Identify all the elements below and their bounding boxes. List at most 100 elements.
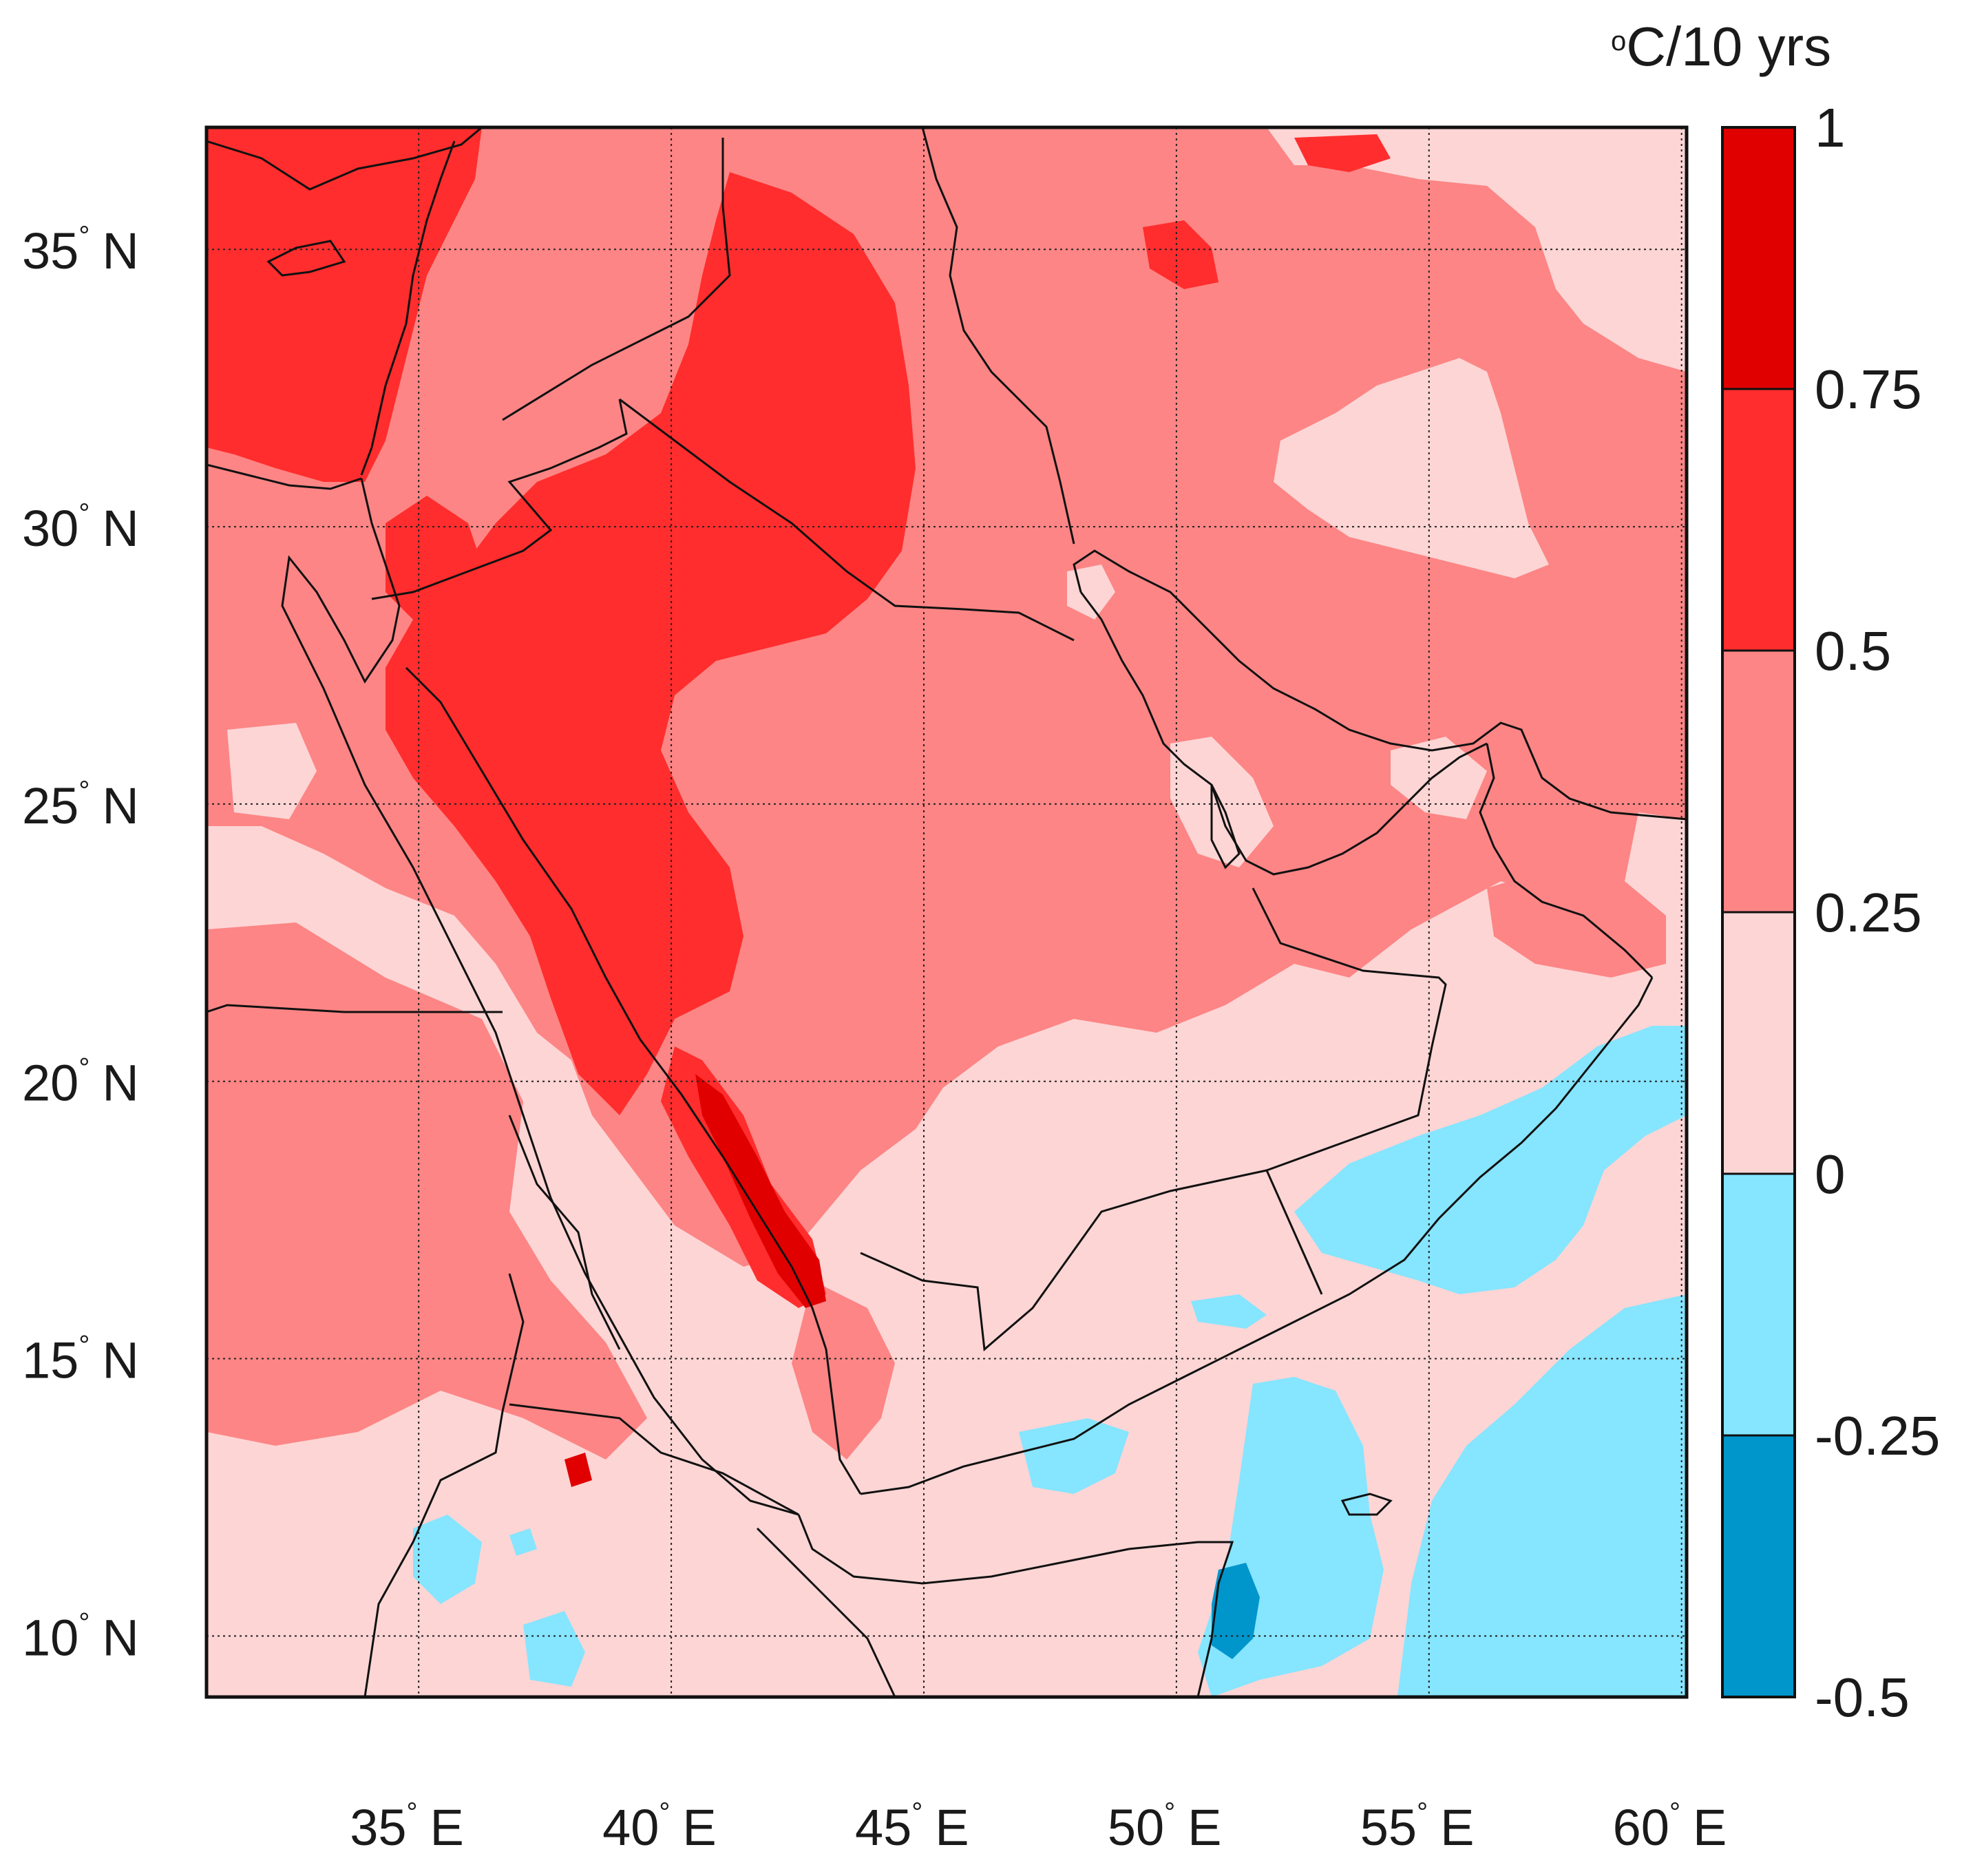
colorbar-bins [1722,127,1795,1697]
field-blue-se [1397,1294,1687,1697]
degree-symbol: ° [911,1798,922,1828]
colorbar: 1 0.75 0.5 0.25 0 -0.25 -0.5 oC/10 yrs [1611,16,1940,1728]
lat-tick-hemisphere: N [102,1055,138,1112]
colorbar-bin [1722,1435,1795,1697]
degree-symbol: ° [78,776,89,806]
field-red-sinai [386,496,482,620]
border-saudi-oman [1252,887,1447,1172]
coastline-cyprus [266,240,346,277]
field-blue-ethiopia-1 [413,1515,482,1604]
lat-tick-hemisphere: N [102,777,138,834]
lat-tick-label: 30° N [22,498,139,557]
degree-symbol: ° [1164,1798,1175,1828]
longitude-labels: 35° E 40° E 45° E 50° E 55° E 60° E [350,1798,1727,1856]
lat-tick-label: 10° N [22,1608,139,1666]
colorbar-unit: oC/10 yrs [1611,16,1831,77]
colorbar-frame [1721,126,1796,1698]
lon-tick-hemisphere: E [682,1799,716,1856]
coastlines-borders [207,127,1687,1697]
coastline-arabia-redsea [405,666,862,1495]
degree-symbol: ° [1669,1798,1680,1828]
coastline-levant [360,140,456,476]
field-red-arabia [386,172,916,1115]
lon-tick-label: 35° E [350,1798,464,1856]
colorbar-bin [1722,912,1795,1174]
coastline-gulf-suez [281,478,799,1516]
coastline-oman-east [1479,743,1654,979]
lat-tick-hemisphere: N [102,1609,138,1666]
coastline-yemen-south [860,977,1654,1495]
lon-tick-number: 35 [350,1799,406,1856]
field-salmon-africa-2 [207,1102,496,1391]
border-eritrea-ethiopia [509,1403,799,1516]
coastline-gulf-north [1073,549,1687,821]
colorbar-bin [1722,389,1795,651]
coastline-gulf-south [1079,591,1488,876]
lat-tick-label: 20° N [22,1053,139,1112]
degree-symbol: ° [659,1798,670,1828]
lat-tick-number: 20 [22,1055,78,1112]
lat-tick-number: 30 [22,500,78,557]
field-red-turkey-patch [1294,134,1391,172]
border-ethiopia-somalia [756,1527,896,1697]
coastline-egypt-north [207,463,362,490]
field-pink-iran [1274,358,1549,578]
field-darkblue-somali [1212,1563,1260,1659]
border-syria-iraq [502,138,731,421]
degree-symbol: ° [78,1331,89,1361]
border-sudan-eritrea [508,1115,621,1350]
lat-tick-label: 15° N [22,1331,139,1389]
degree-symbol: ° [1417,1798,1428,1828]
lon-tick-label: 55° E [1360,1798,1475,1856]
lat-tick-label: 25° N [22,776,139,834]
field-blue-hadhramaut [1191,1294,1267,1329]
degree-symbol: ° [78,1608,89,1638]
field-red-levant [207,127,482,482]
colorbar-tick-label: 0.25 [1815,882,1922,943]
border-saudi-north [371,399,628,600]
border-ethiopia [363,1273,525,1697]
lat-tick-number: 35 [22,222,78,280]
lon-tick-label: 40° E [602,1798,717,1856]
colorbar-bin [1722,1174,1795,1435]
lat-tick-number: 25 [22,777,78,834]
temperature-trend-field [207,127,1687,1697]
lon-tick-label: 45° E [855,1798,969,1856]
colorbar-tick-label: 1 [1815,97,1846,158]
colorbar-bin [1722,127,1795,389]
lon-tick-label: 60° E [1613,1798,1727,1856]
degree-symbol: ° [78,221,89,251]
field-pink-west [227,723,317,819]
unit-superscript: o [1611,26,1626,56]
colorbar-tick-label: 0 [1815,1143,1846,1205]
field-blue-ethiopia-3 [509,1528,537,1556]
coastline-mediterranean [207,127,483,191]
lon-tick-hemisphere: E [935,1799,969,1856]
lat-tick-number: 15 [22,1332,78,1389]
lat-tick-hemisphere: N [102,1332,138,1389]
lon-tick-number: 50 [1108,1799,1164,1856]
colorbar-bin [1722,651,1795,912]
field-pink-uae [1391,737,1487,819]
border-saudi-yemen [860,1169,1323,1351]
coastline-socotra [1340,1493,1393,1516]
colorbar-tick-label: -0.5 [1815,1667,1910,1728]
lon-tick-label: 50° E [1108,1798,1222,1856]
unit-label: C/10 yrs [1626,16,1831,77]
field-darkred-asir [695,1074,826,1308]
latitude-labels: 35° N30° N25° N20° N15° N10° N [22,221,139,1666]
lon-tick-number: 60 [1613,1799,1669,1856]
border-egypt-sudan [207,1004,503,1013]
colorbar-tick-label: 0.5 [1815,620,1891,682]
field-blue-ethiopia-2 [523,1611,585,1687]
field-pink-ne [1267,127,1687,372]
degree-symbol: ° [78,1053,89,1084]
lon-tick-hemisphere: E [1188,1799,1221,1856]
map-frame [204,125,1689,1699]
coastline-horn-africa [797,1514,1234,1697]
field-darkred-spot [565,1453,592,1487]
lat-tick-hemisphere: N [102,222,138,280]
gridlines [207,127,1687,1697]
degree-symbol: ° [78,498,89,529]
